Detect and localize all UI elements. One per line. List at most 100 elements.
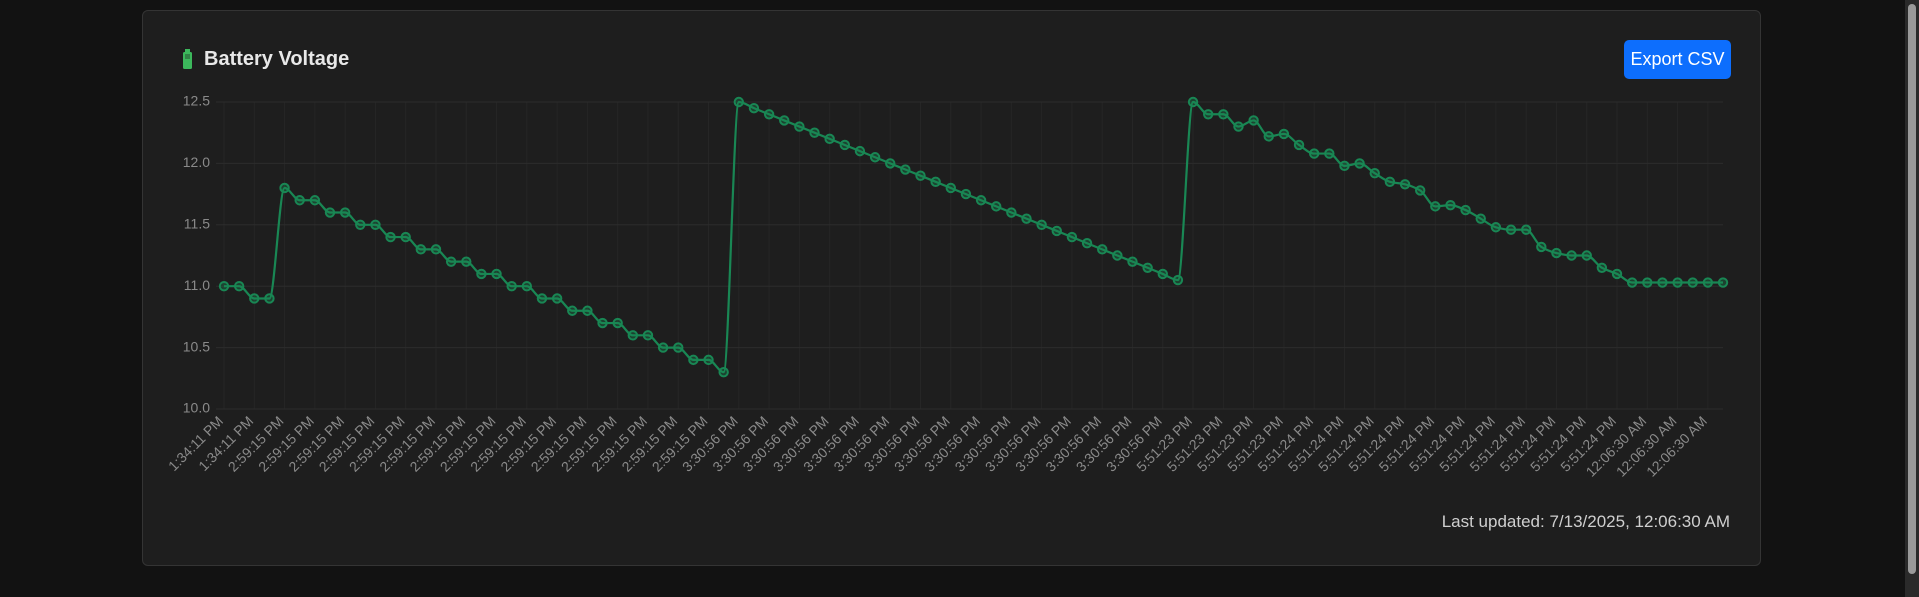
point: [809, 127, 820, 138]
point: [733, 96, 745, 108]
point: [945, 182, 956, 194]
point: [294, 195, 305, 206]
point: [1505, 224, 1517, 235]
point: [1702, 277, 1714, 288]
point: [1384, 176, 1396, 188]
point: [627, 330, 639, 341]
point: [521, 281, 533, 292]
point: [567, 305, 578, 316]
point: [597, 317, 608, 329]
point: [582, 305, 593, 316]
point: [415, 244, 427, 255]
point: [1414, 185, 1426, 196]
point: [536, 293, 548, 304]
point: [233, 281, 245, 292]
point: [930, 176, 941, 188]
point: [718, 366, 729, 378]
point: [839, 139, 850, 151]
point: [885, 158, 896, 169]
point: [915, 170, 926, 181]
point: [960, 188, 972, 200]
point: [688, 354, 699, 366]
point: [249, 293, 260, 304]
export-button[interactable]: Export CSV: [1624, 40, 1731, 79]
point: [1218, 109, 1229, 120]
y-tick-label: 11.0: [184, 277, 210, 293]
point: [1112, 250, 1123, 261]
point: [1354, 158, 1365, 169]
point: [1369, 168, 1380, 179]
point: [279, 182, 290, 194]
point: [1520, 224, 1532, 235]
point: [779, 115, 790, 126]
point: [1339, 160, 1350, 172]
point: [1611, 268, 1623, 280]
point: [1596, 262, 1608, 273]
point: [748, 102, 760, 114]
point: [824, 133, 835, 145]
point: [1460, 204, 1471, 216]
point: [1202, 109, 1214, 120]
point: [1097, 244, 1108, 255]
point: [1687, 277, 1698, 288]
point: [1278, 128, 1290, 140]
point: [1642, 277, 1653, 288]
y-tick-label: 10.5: [183, 338, 210, 354]
point: [1051, 225, 1062, 237]
point: [642, 330, 654, 341]
point: [339, 207, 351, 218]
point: [991, 201, 1002, 212]
point: [1626, 277, 1638, 288]
point: [218, 281, 230, 292]
point: [1430, 201, 1441, 212]
point: [491, 268, 502, 280]
y-tick-label: 12.5: [183, 93, 210, 109]
point: [309, 195, 321, 206]
point: [673, 342, 684, 353]
point: [1445, 199, 1456, 211]
point: [551, 293, 563, 304]
point: [975, 195, 987, 206]
point: [1233, 121, 1244, 132]
point: [506, 281, 517, 292]
point: [1672, 277, 1683, 288]
point: [1551, 247, 1562, 259]
point: [763, 109, 775, 120]
point: [476, 268, 487, 280]
point: [1172, 274, 1184, 286]
point: [1399, 179, 1411, 190]
point: [1490, 222, 1502, 233]
point: [1248, 115, 1259, 126]
point: [1157, 268, 1168, 280]
point: [1142, 262, 1153, 273]
point: [657, 342, 669, 353]
point: [1021, 213, 1032, 224]
point: [264, 293, 275, 304]
point: [1081, 238, 1093, 249]
point: [370, 219, 381, 231]
point: [869, 152, 881, 163]
y-tick-label: 11.5: [184, 216, 210, 232]
point: [1717, 277, 1729, 288]
point: [612, 317, 623, 329]
point: [794, 121, 805, 132]
point: [355, 219, 366, 231]
point: [854, 145, 866, 157]
point: [461, 256, 472, 267]
point: [1066, 231, 1078, 243]
battery-icon: [183, 49, 192, 69]
scrollbar-thumb[interactable]: [1908, 4, 1916, 574]
point: [1263, 131, 1274, 142]
point: [1566, 250, 1577, 261]
point: [430, 244, 442, 255]
y-tick-label: 10.0: [183, 400, 210, 416]
point: [1036, 219, 1047, 231]
point: [324, 207, 336, 218]
point: [445, 256, 457, 267]
card: [142, 10, 1761, 566]
y-tick-label: 12.0: [183, 154, 210, 170]
point: [1657, 277, 1668, 288]
point: [1127, 256, 1138, 267]
point: [1308, 148, 1320, 159]
